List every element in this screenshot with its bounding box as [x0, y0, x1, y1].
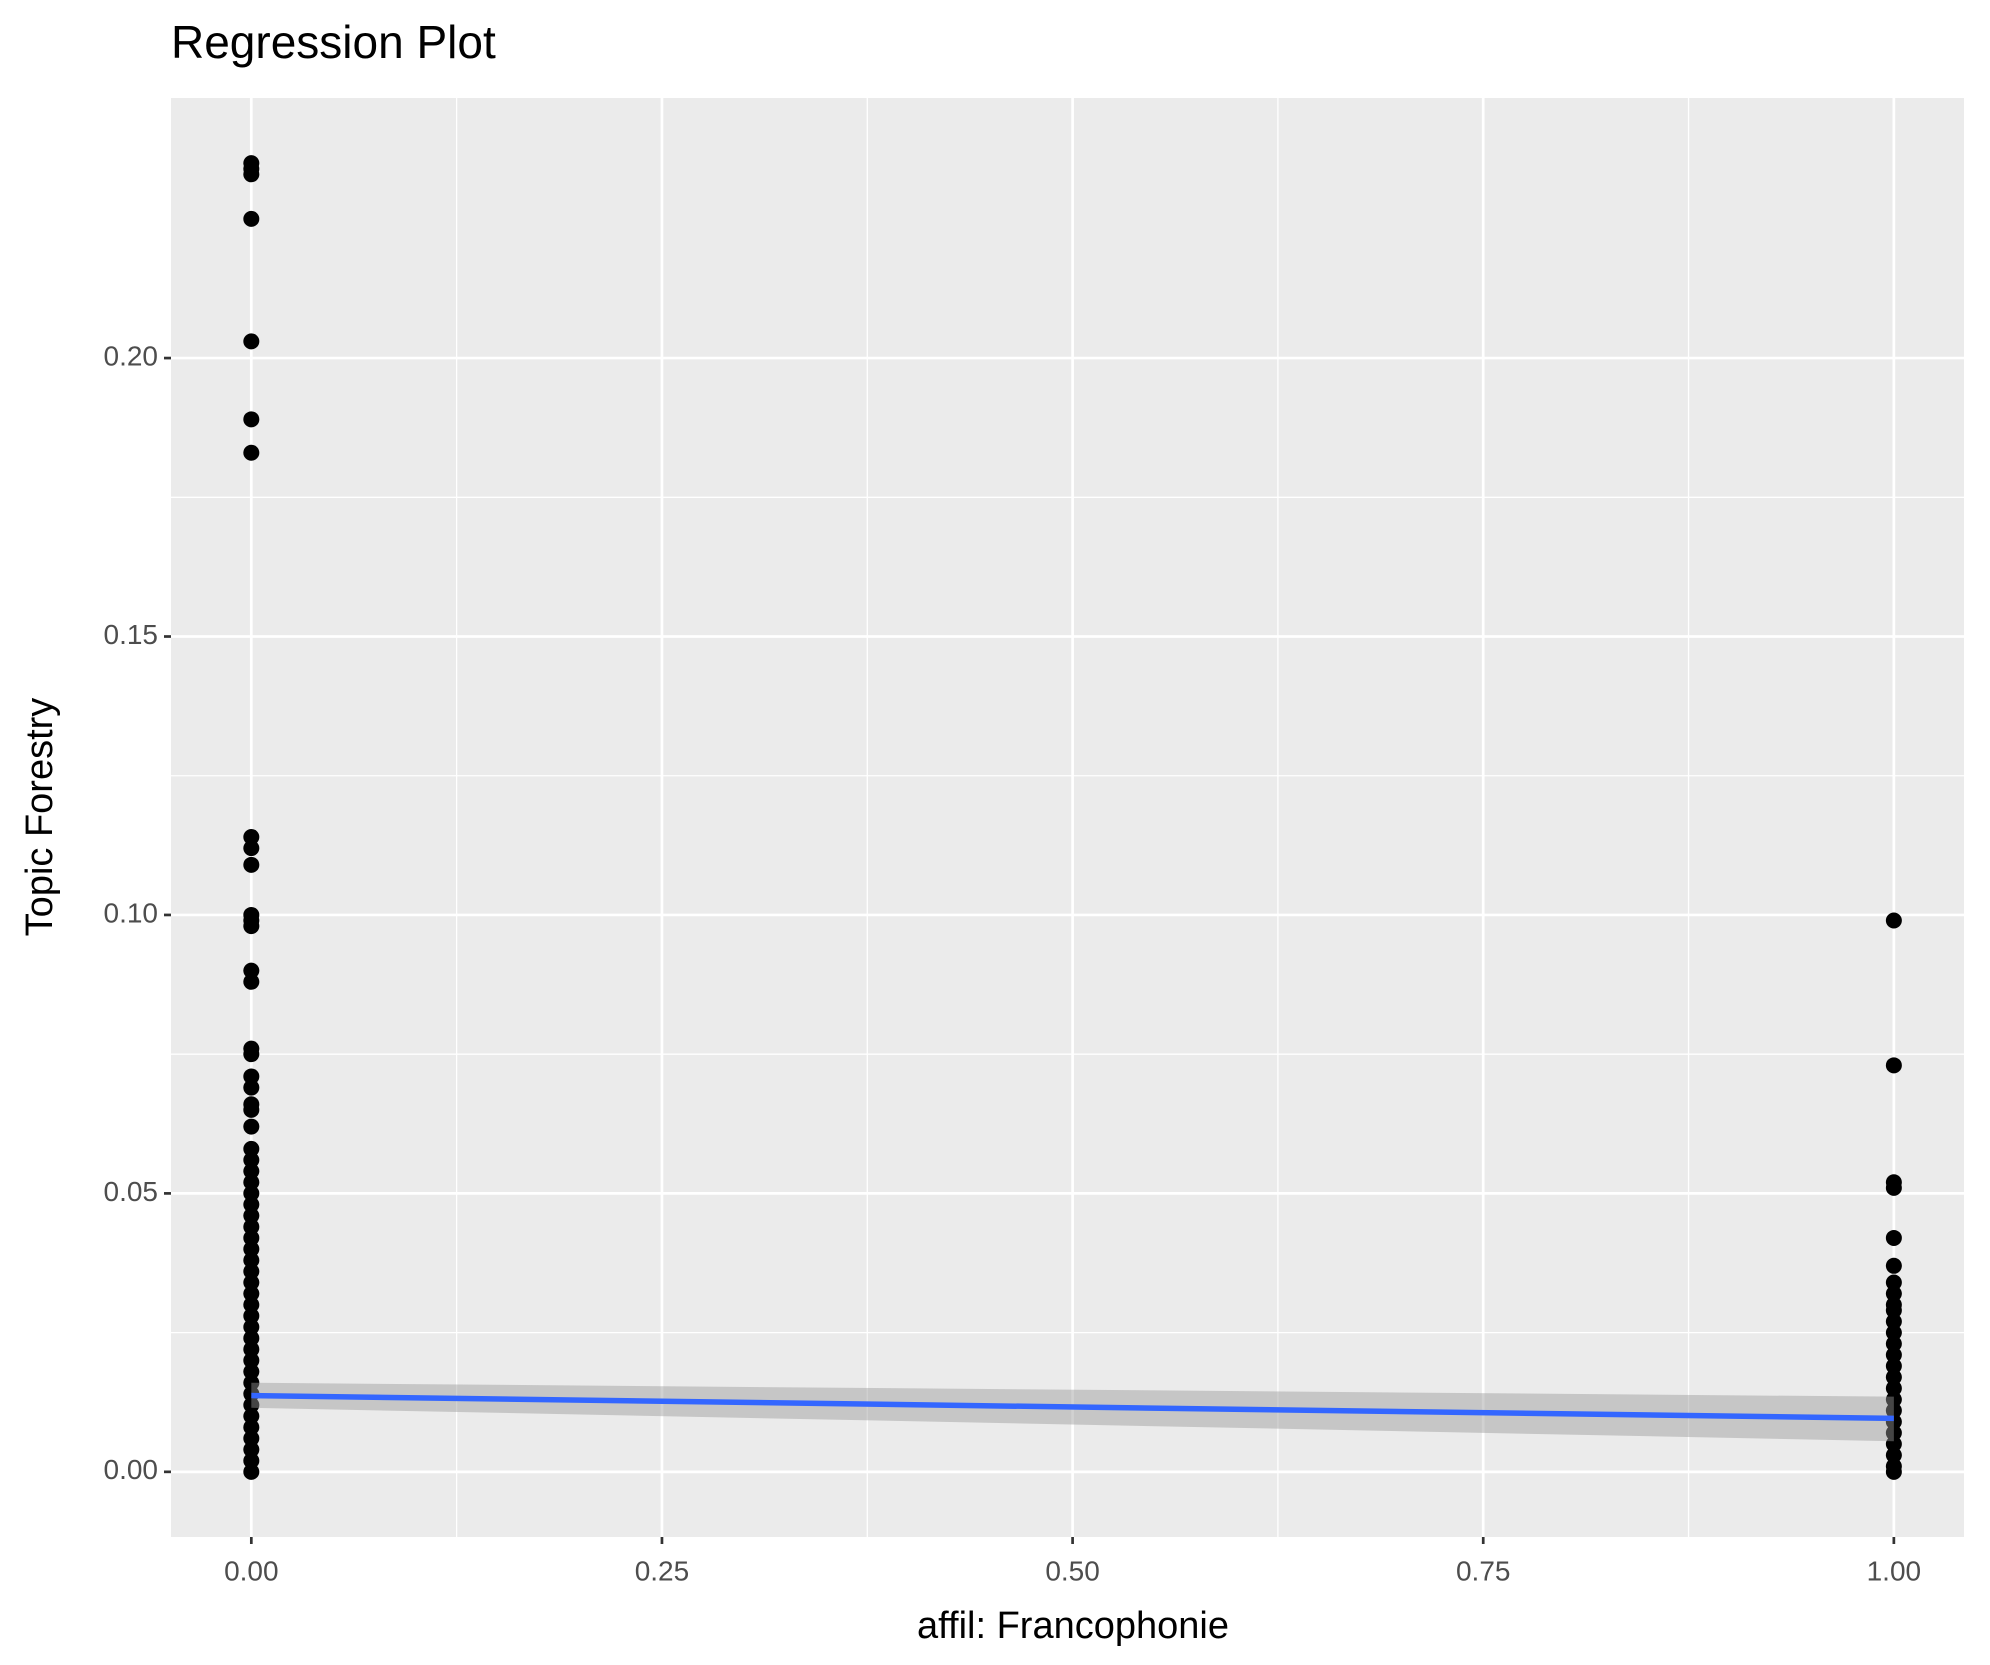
point: [243, 1079, 260, 1096]
point: [243, 1463, 260, 1480]
point: [243, 1285, 260, 1302]
point: [1885, 1274, 1902, 1291]
y-tick-label: 0.20: [104, 340, 159, 371]
point: [243, 1319, 260, 1336]
point: [1885, 1358, 1902, 1375]
point: [243, 1046, 260, 1063]
y-tick-label: 0.10: [104, 897, 159, 928]
point: [1885, 1380, 1902, 1397]
chart-title: Regression Plot: [171, 16, 496, 68]
point: [1885, 1229, 1902, 1246]
point: [243, 1296, 260, 1313]
point: [243, 1263, 260, 1280]
x-tick-label: 0.00: [224, 1555, 279, 1586]
point: [243, 828, 260, 845]
point: [243, 1140, 260, 1157]
point: [243, 1408, 260, 1425]
point: [243, 1241, 260, 1258]
point: [243, 1274, 260, 1291]
point: [243, 1397, 260, 1414]
point: [243, 1185, 260, 1202]
point: [1885, 1257, 1902, 1274]
point: [243, 1452, 260, 1469]
point: [243, 1441, 260, 1458]
point: [243, 210, 260, 227]
point: [243, 1229, 260, 1246]
point: [243, 1374, 260, 1391]
point: [1885, 1346, 1902, 1363]
point: [1885, 1369, 1902, 1386]
point: [1885, 1435, 1902, 1452]
point: [243, 1419, 260, 1436]
point: [243, 1196, 260, 1213]
x-tick-label: 0.25: [635, 1555, 690, 1586]
x-tick-label: 0.50: [1045, 1555, 1100, 1586]
point: [243, 1341, 260, 1358]
point: [1885, 1179, 1902, 1196]
regression-line: [251, 1392, 1894, 1422]
point: [1885, 1463, 1902, 1480]
point: [243, 1363, 260, 1380]
point: [243, 1163, 260, 1180]
point: [243, 1330, 260, 1347]
point: [243, 918, 260, 935]
x-tick-label: 1.00: [1867, 1555, 1922, 1586]
point: [243, 840, 260, 857]
point: [243, 962, 260, 979]
point: [243, 1101, 260, 1118]
point: [243, 1151, 260, 1168]
point: [1885, 1402, 1902, 1419]
point: [1885, 1302, 1902, 1319]
point: [1885, 912, 1902, 929]
point: [243, 1252, 260, 1269]
point: [243, 1307, 260, 1324]
x-tick-label: 0.75: [1456, 1555, 1511, 1586]
point: [243, 333, 260, 350]
point: [243, 973, 260, 990]
point: [243, 1174, 260, 1191]
point: [1885, 1313, 1902, 1330]
panel: [171, 98, 1964, 1537]
confidence-band: [251, 1382, 1894, 1442]
y-tick-label: 0.00: [104, 1454, 159, 1485]
point: [243, 411, 260, 428]
point: [1885, 1391, 1902, 1408]
point: [1885, 1335, 1902, 1352]
point: [1885, 1447, 1902, 1464]
x-axis-title: affil: Francophonie: [917, 1605, 1229, 1647]
point: [243, 1218, 260, 1235]
point: [1885, 1285, 1902, 1302]
point: [243, 856, 260, 873]
point: [1885, 1424, 1902, 1441]
point: [1885, 1324, 1902, 1341]
y-tick-label: 0.05: [104, 1176, 159, 1207]
y-axis-title: Topic Forestry: [19, 698, 61, 937]
point: [243, 444, 260, 461]
point: [243, 1118, 260, 1135]
point: [243, 1430, 260, 1447]
point: [243, 1068, 260, 1085]
point: [1885, 1057, 1902, 1074]
point: [243, 1352, 260, 1369]
point: [243, 166, 260, 183]
point: [243, 1207, 260, 1224]
y-tick-label: 0.15: [104, 619, 159, 650]
